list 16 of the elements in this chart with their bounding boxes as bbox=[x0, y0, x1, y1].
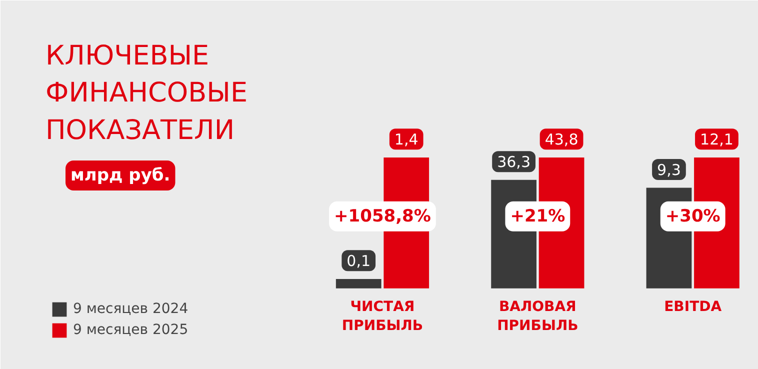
annotation: +21% bbox=[510, 206, 566, 226]
x-tick-label: ВАЛОВАЯ ПРИБЫЛЬ bbox=[497, 298, 578, 334]
data-label: 0,1 bbox=[346, 252, 371, 270]
text: млрд руб. bbox=[70, 166, 170, 186]
data-label: 36,3 bbox=[497, 153, 530, 172]
legend-label: 9 месяцев 2024 bbox=[73, 301, 188, 317]
annotation: +30% bbox=[665, 206, 720, 226]
data-label: 1,4 bbox=[394, 130, 418, 149]
annotation: +1058,8% bbox=[334, 206, 431, 226]
data-label: 12,1 bbox=[700, 130, 734, 149]
data-label: 43,8 bbox=[544, 130, 578, 149]
legend-label: 9 месяцев 2025 bbox=[73, 322, 188, 338]
x-tick-label: EBITDA bbox=[664, 298, 722, 315]
text: КЛЮЧЕВЫЕ ФИНАНСОВЫЕ ПОКАЗАТЕЛИ bbox=[46, 40, 248, 146]
data-label: 9,3 bbox=[657, 160, 681, 179]
x-tick-label: ЧИСТАЯ ПРИБЫЛЬ bbox=[342, 298, 424, 334]
